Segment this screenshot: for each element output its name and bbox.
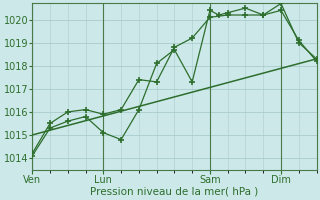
X-axis label: Pression niveau de la mer( hPa ): Pression niveau de la mer( hPa ) [90,187,259,197]
